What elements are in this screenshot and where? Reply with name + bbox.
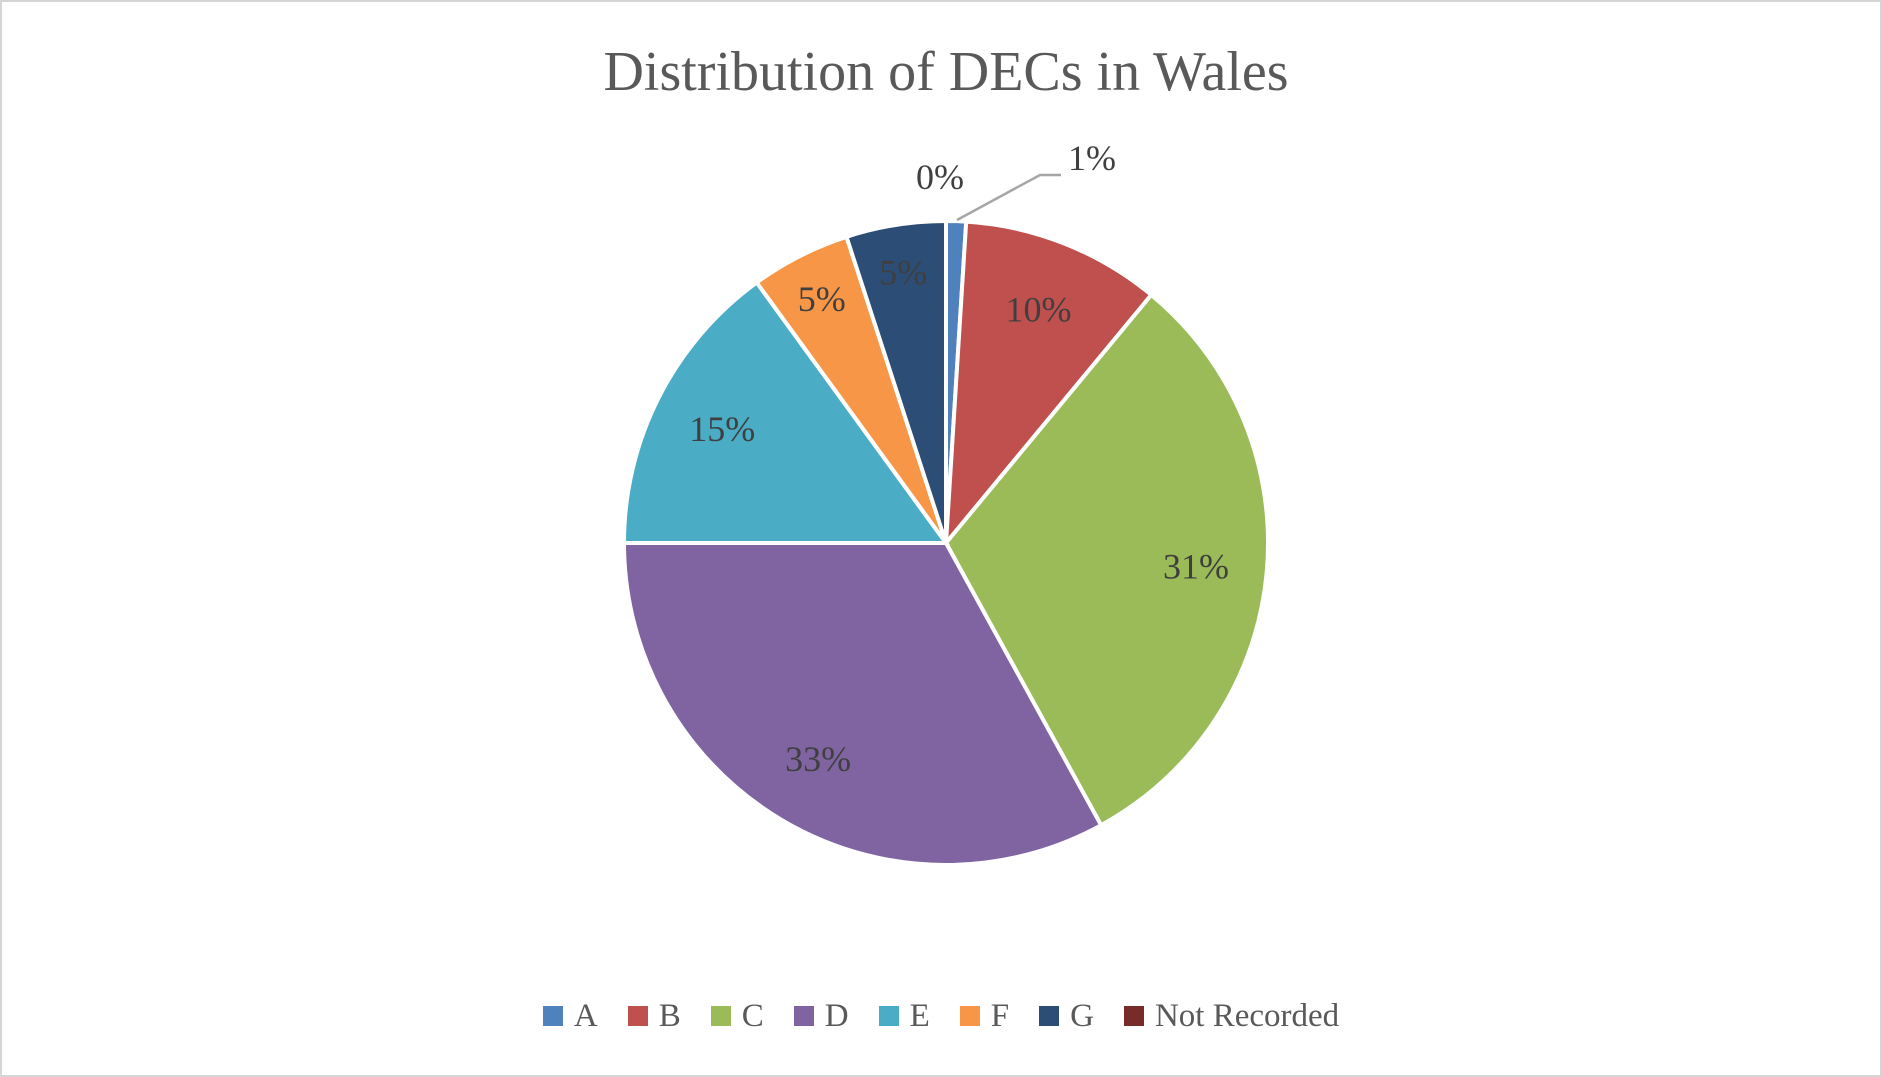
leader-lines	[956, 173, 1061, 222]
data-label-e: 15%	[689, 409, 755, 449]
legend-swatch-icon	[1039, 1006, 1060, 1026]
data-label-g: 5%	[879, 253, 927, 293]
legend-item-f: F	[959, 997, 1010, 1034]
legend-swatch-icon	[710, 1006, 731, 1026]
legend-label: B	[658, 997, 681, 1034]
data-label-d: 33%	[785, 739, 851, 779]
pie-slice-b	[943, 219, 1155, 550]
data-labels: 10% 31% 33% 15% 5% 5% 0% 1%	[689, 138, 1229, 779]
pie-slice-e	[621, 279, 950, 545]
legend-label: C	[741, 997, 764, 1034]
pie-slice-g	[843, 218, 948, 544]
data-label-c: 31%	[1163, 547, 1229, 587]
legend-item-e: E	[878, 997, 930, 1034]
pie-slice-d	[621, 541, 1104, 868]
legend-item-d: D	[793, 997, 849, 1034]
legend-swatch-icon	[542, 1006, 563, 1026]
chart-title: Distribution of DECs in Wales	[603, 41, 1288, 103]
data-label-not-recorded: 0%	[916, 157, 964, 197]
legend-label: E	[909, 997, 930, 1034]
data-label-f: 5%	[798, 279, 846, 319]
legend-label: Not Recorded	[1154, 997, 1340, 1034]
pie-slices	[621, 218, 1271, 868]
legend-label: A	[573, 997, 598, 1034]
legend-label: F	[990, 997, 1010, 1034]
legend-swatch-icon	[1123, 1006, 1144, 1026]
legend-label: D	[824, 997, 849, 1034]
legend-item-not-recorded: Not Recorded	[1123, 997, 1340, 1034]
pie-slice-c	[943, 292, 1271, 828]
data-label-a: 1%	[1068, 138, 1116, 178]
legend-item-g: G	[1039, 997, 1094, 1034]
legend-label: G	[1070, 997, 1094, 1034]
legend-swatch-icon	[878, 1006, 899, 1026]
legend-swatch-icon	[959, 1006, 980, 1026]
legend-swatch-icon	[793, 1006, 814, 1026]
legend-item-b: B	[627, 997, 681, 1034]
legend-swatch-icon	[627, 1006, 648, 1026]
legend-item-a: A	[542, 997, 598, 1034]
legend-item-c: C	[710, 997, 764, 1034]
data-label-b: 10%	[1006, 290, 1072, 330]
leader-line-a	[956, 173, 1061, 222]
legend: A B C D E F G Not Recorded	[2, 994, 1880, 1038]
